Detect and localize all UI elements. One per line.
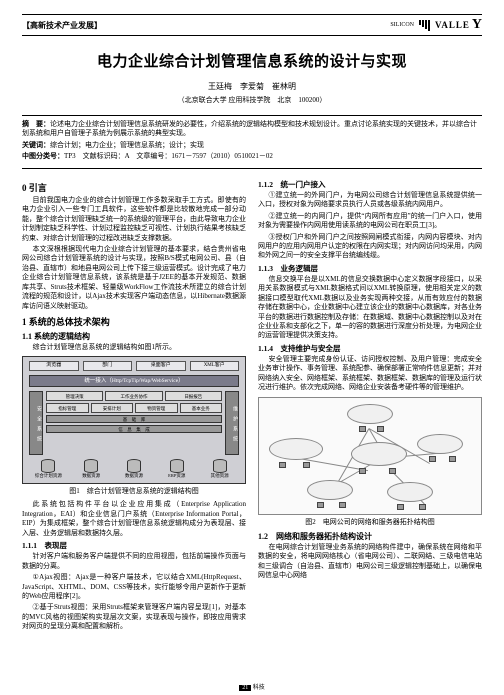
figure-1-diagram: 浏览器 部门 桌面客户 XML客户 统一接入（Http/TcpTip/Wap/W… xyxy=(22,356,246,484)
keywords-label: 关键词： xyxy=(22,141,50,149)
abstract-label: 摘 要： xyxy=(22,120,50,128)
page-footer: 21 科技 xyxy=(0,682,504,691)
para: 针对客户端和服务客户端提供不同的应用视图，包括前端操作页面与数据的分离。 xyxy=(22,552,246,571)
abstract-text: 论述电力企业综合计划管理信息系统研发的必要性，介绍系统的逻辑结构模型和技术规划设… xyxy=(22,120,477,137)
figure-2-caption: 图2 电网公司的网络和服务器拓扑结构图 xyxy=(258,517,482,527)
classno-label: 中图分类号： xyxy=(22,152,64,160)
left-column: 0 引言 目前我国电力企业的综合计划管理工作多数采取手工方式。即使有的电力企业引… xyxy=(22,177,246,634)
para: ③授权门户和外网门户之间按照网闸模式衔接，内网内容模块、对内网用户的应用内网用户… xyxy=(258,233,482,261)
para: 此系统包括构件平台以企业应用集成（Enterprise Application … xyxy=(22,500,246,538)
figure-2-diagram xyxy=(258,397,482,515)
para: ①建立统一的外网门户，为电网公司综合计划管理信息系统提供统一入口，授权对象为网络… xyxy=(258,191,482,210)
section-1-1-1: 1.1.1 表现层 xyxy=(22,540,246,551)
footer-suffix: 科技 xyxy=(253,685,265,691)
section-1-1-3: 1.1.3 业务逻辑层 xyxy=(258,263,482,274)
para: ①Ajax视图：Ajax是一种客户端技术，它以结合XML(HttpRequest… xyxy=(22,573,246,601)
figure-1: 浏览器 部门 桌面客户 XML客户 统一接入（Http/TcpTip/Wap/W… xyxy=(22,356,246,496)
right-column: 1.1.2 统一门户接入 ①建立统一的外网门户，为电网公司综合计划管理信息系统提… xyxy=(258,177,482,634)
header-category: 【高新技术产业发展】 xyxy=(22,20,102,31)
para: ②基于Struts视图：采用Struts框架来管理客户端内容呈现[1]，对基本的… xyxy=(22,603,246,631)
para: 信息交换平台是以XML的信息交换数据中心定义数据字段接口，以采用关系数据模式与X… xyxy=(258,275,482,341)
section-1-1-2: 1.1.2 统一门户接入 xyxy=(258,179,482,190)
section-1: 1 系统的总体技术架构 xyxy=(22,315,246,328)
classno-text: TP3 文献标识码：A 文章编号：1671－7597（2010）0510021－… xyxy=(64,152,273,160)
section-1-1-4: 1.1.4 支持维护与安全层 xyxy=(258,343,482,354)
section-0: 0 引言 xyxy=(22,181,246,194)
para: 本文深根根据现代电力企业综合计划管理的基本要求，结合贵州省电网公司综合计划管理系… xyxy=(22,245,246,311)
header-journal: SILICON VALLEY xyxy=(390,17,482,33)
section-1-2: 1.2 网络和服务器拓扑结构设计 xyxy=(258,531,482,542)
logo-bars xyxy=(419,20,430,31)
affiliation: （北京联合大学 应用科技学院 北京 100200） xyxy=(22,95,482,105)
authors: 王廷梅 李爱菊 崔林明 xyxy=(22,81,482,92)
page-header: 【高新技术产业发展】 SILICON VALLEY xyxy=(22,14,482,36)
para: 在电网综合计划管理业务系统的网络构件建中，确保系统在网络和平数据的安全，将电网网… xyxy=(258,543,482,581)
abstract-block: 摘 要：论述电力企业综合计划管理信息系统研发的必要性，介绍系统的逻辑结构模型和技… xyxy=(22,115,482,169)
section-1-1: 1.1 系统的逻辑结构 xyxy=(22,331,246,342)
two-columns: 0 引言 目前我国电力企业的综合计划管理工作多数采取手工方式。即使有的电力企业引… xyxy=(22,177,482,634)
para: 安全管理主要完成身份认证、访问授权控制、及用户管理：完成安全业务审计操作、事务管… xyxy=(258,355,482,393)
para: 综合计划管理信息系统的逻辑结构如图1所示。 xyxy=(22,343,246,352)
figure-1-caption: 图1 综合计划管理信息系统的逻辑结构图 xyxy=(22,486,246,496)
paper-title: 电力企业综合计划管理信息系统的设计与实现 xyxy=(22,50,482,71)
para: ②建立统一的内网门户，提供“内网所有应用”的统一门户入口，使用对象为需要操作内网… xyxy=(258,212,482,231)
page-number: 21 xyxy=(239,685,251,691)
figure-2: 图2 电网公司的网络和服务器拓扑结构图 xyxy=(258,397,482,527)
keywords-text: 综合计划；电力企业；管理信息系统；设计；实现 xyxy=(50,141,204,149)
para: 目前我国电力企业的综合计划管理工作多数采取手工方式。即使有的电力企业引入一些专门… xyxy=(22,196,246,243)
